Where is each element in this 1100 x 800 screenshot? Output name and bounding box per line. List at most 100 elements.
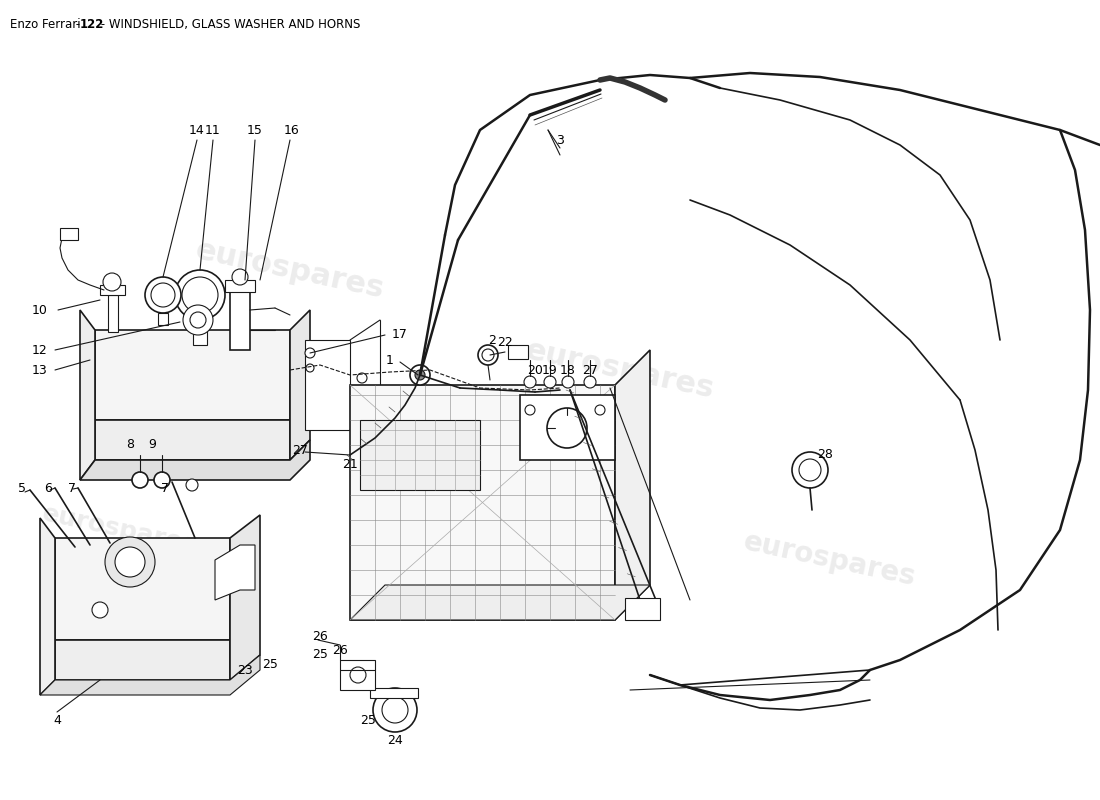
Text: 122: 122	[80, 18, 104, 31]
Text: 7: 7	[68, 482, 76, 494]
Polygon shape	[350, 585, 650, 620]
Text: 11: 11	[205, 123, 221, 137]
Text: 25: 25	[312, 649, 328, 662]
Polygon shape	[615, 350, 650, 620]
Circle shape	[562, 376, 574, 388]
Text: 21: 21	[342, 458, 358, 471]
Circle shape	[232, 269, 248, 285]
Circle shape	[547, 408, 587, 448]
Polygon shape	[214, 545, 255, 600]
Polygon shape	[192, 330, 207, 345]
Text: 13: 13	[32, 363, 48, 377]
Polygon shape	[108, 295, 118, 332]
Polygon shape	[340, 660, 375, 690]
Text: 24: 24	[387, 734, 403, 746]
Polygon shape	[55, 640, 230, 680]
Polygon shape	[360, 420, 480, 490]
Polygon shape	[226, 280, 255, 292]
Text: eurospares: eurospares	[522, 336, 717, 404]
Polygon shape	[290, 310, 310, 460]
Text: - WINDSHIELD, GLASS WASHER AND HORNS: - WINDSHIELD, GLASS WASHER AND HORNS	[97, 18, 361, 31]
Circle shape	[524, 376, 536, 388]
Text: 1: 1	[386, 354, 394, 366]
Polygon shape	[55, 538, 230, 640]
Text: 7: 7	[161, 482, 169, 494]
Text: 27: 27	[582, 363, 598, 377]
Polygon shape	[158, 313, 168, 325]
Circle shape	[186, 479, 198, 491]
Circle shape	[132, 472, 148, 488]
Circle shape	[482, 349, 494, 361]
Circle shape	[194, 332, 206, 344]
Circle shape	[478, 345, 498, 365]
Circle shape	[175, 270, 226, 320]
Circle shape	[792, 452, 828, 488]
Text: 26: 26	[332, 643, 348, 657]
Text: 18: 18	[560, 363, 576, 377]
Text: Enzo Ferrari: Enzo Ferrari	[10, 18, 80, 31]
Circle shape	[415, 370, 425, 380]
Text: 3: 3	[557, 134, 564, 146]
Circle shape	[544, 376, 556, 388]
Text: 17: 17	[392, 329, 408, 342]
Text: 8: 8	[126, 438, 134, 451]
Polygon shape	[95, 420, 290, 460]
Polygon shape	[40, 518, 55, 695]
Text: 20: 20	[527, 363, 543, 377]
Circle shape	[799, 459, 821, 481]
Text: 14: 14	[189, 123, 205, 137]
Polygon shape	[305, 340, 350, 430]
Text: 25: 25	[262, 658, 278, 671]
Polygon shape	[95, 330, 290, 420]
Text: 4: 4	[53, 714, 60, 726]
Text: eurospares: eurospares	[40, 502, 200, 558]
Polygon shape	[40, 655, 260, 695]
Circle shape	[350, 667, 366, 683]
Text: 25: 25	[360, 714, 376, 726]
Text: 22: 22	[497, 335, 513, 349]
Text: 19: 19	[542, 363, 558, 377]
Bar	[520, 395, 615, 460]
Text: 9: 9	[148, 438, 156, 451]
Text: 10: 10	[32, 303, 48, 317]
Polygon shape	[370, 688, 418, 698]
Text: 28: 28	[817, 449, 833, 462]
Polygon shape	[80, 440, 310, 480]
Circle shape	[358, 373, 367, 383]
Text: 5: 5	[18, 482, 26, 494]
Circle shape	[382, 697, 408, 723]
Polygon shape	[625, 598, 660, 620]
Text: eurospares: eurospares	[192, 236, 387, 304]
Circle shape	[306, 364, 313, 372]
Circle shape	[305, 348, 315, 358]
Circle shape	[154, 472, 170, 488]
Circle shape	[104, 537, 155, 587]
Text: 6: 6	[44, 482, 52, 494]
Circle shape	[183, 305, 213, 335]
Polygon shape	[195, 320, 205, 335]
Circle shape	[103, 273, 121, 291]
Circle shape	[182, 277, 218, 313]
Circle shape	[525, 405, 535, 415]
Circle shape	[190, 312, 206, 328]
Text: 2: 2	[488, 334, 496, 346]
Circle shape	[151, 283, 175, 307]
Text: 27: 27	[293, 443, 308, 457]
Polygon shape	[230, 515, 260, 680]
Circle shape	[92, 602, 108, 618]
Polygon shape	[100, 285, 125, 295]
Bar	[60, 228, 78, 240]
Text: -: -	[72, 18, 84, 31]
Text: 12: 12	[32, 343, 48, 357]
Polygon shape	[80, 310, 95, 480]
Text: eurospares: eurospares	[741, 528, 918, 592]
Text: 16: 16	[284, 123, 300, 137]
Polygon shape	[350, 385, 615, 620]
Text: 23: 23	[238, 663, 253, 677]
Polygon shape	[230, 290, 250, 350]
Circle shape	[373, 688, 417, 732]
Circle shape	[116, 547, 145, 577]
Circle shape	[595, 405, 605, 415]
Bar	[508, 345, 528, 359]
Text: 26: 26	[312, 630, 328, 643]
